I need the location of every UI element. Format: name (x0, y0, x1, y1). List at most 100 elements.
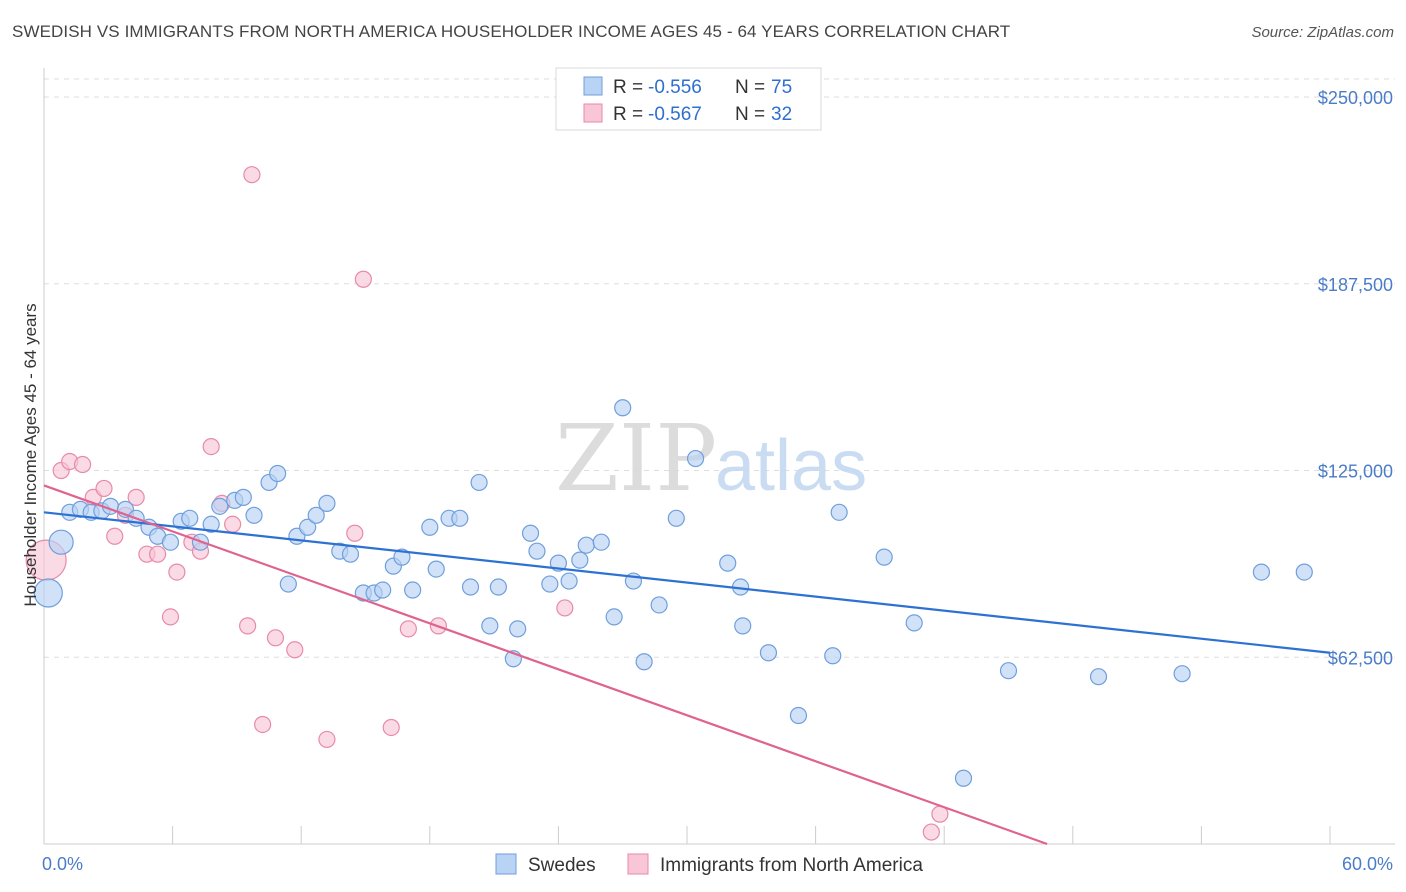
swedes-point (269, 464, 287, 483)
swedes-point (824, 647, 842, 665)
x-tick-label: 0.0% (42, 854, 83, 874)
watermark-atlas: atlas (715, 426, 867, 506)
y-axis-label: Householder Income Ages 45 - 64 years (21, 303, 40, 606)
swedes-point (33, 578, 63, 608)
trend-lines (43, 484, 1331, 846)
swedes-point (202, 515, 220, 533)
x-tick-labels: 0.0% 60.0% (42, 854, 1393, 874)
legend-r-value: -0.556 (648, 77, 702, 98)
swedes-point (571, 551, 589, 569)
swedes-point (592, 533, 610, 551)
bottom-legend-swatch-immigrants (627, 853, 649, 875)
immigrants-point (95, 479, 113, 498)
swedes-point (393, 548, 411, 566)
swedes-trend-line (43, 511, 1331, 654)
immigrants-point (239, 617, 257, 635)
swedes-point (181, 509, 199, 527)
swedes-point (341, 545, 360, 563)
legend-n-label: N = (735, 104, 765, 125)
legend-n-value: 75 (771, 77, 792, 98)
bottom-legend-swatch-swedes (495, 853, 517, 875)
swedes-point (875, 548, 893, 566)
immigrants-point (243, 166, 261, 184)
y-tick-label: $250,000 (1318, 88, 1393, 108)
swedes-point (1252, 563, 1271, 581)
legend-r-label: R = (613, 104, 643, 125)
source-label: Source: ZipAtlas.com (1251, 24, 1394, 41)
immigrants-point (106, 527, 124, 545)
legend-swatch-swedes (583, 76, 603, 96)
immigrants-point (382, 718, 400, 737)
swedes-point (461, 578, 480, 596)
watermark: ZIP atlas (555, 405, 867, 512)
swedes-point (404, 581, 422, 599)
swedes-point (577, 536, 595, 554)
immigrants-point (346, 524, 364, 542)
y-tick-labels: $62,500 $125,000 $187,500 $250,000 (1318, 88, 1393, 668)
immigrants-point (922, 823, 940, 841)
legend-swatch-immigrants (583, 103, 603, 123)
immigrants-point (399, 620, 417, 638)
swedes-point (374, 581, 392, 599)
swedes-point (421, 518, 439, 536)
swedes-point (451, 509, 469, 527)
swedes-point (954, 769, 973, 787)
immigrants-point (254, 715, 272, 734)
swedes-point (279, 575, 297, 593)
immigrants-point (161, 608, 180, 626)
immigrants-point (354, 270, 372, 288)
swedes-point (307, 506, 325, 524)
swedes-point (489, 578, 507, 596)
swedes-point (427, 560, 445, 578)
swedes-point (905, 614, 923, 632)
axes (43, 68, 1395, 845)
swedes-point (528, 542, 546, 560)
swedes-point (830, 503, 848, 521)
swedes-point (635, 653, 653, 671)
immigrants-point (556, 599, 574, 617)
immigrants-point (168, 563, 186, 581)
legend-r-value: -0.567 (648, 104, 702, 125)
swedes-point (234, 488, 252, 506)
bottom-legend-swedes: Swedes (528, 855, 596, 876)
swedes-point (605, 608, 623, 626)
bottom-legend-immigrants: Immigrants from North America (660, 855, 923, 876)
swedes-point (650, 596, 668, 614)
swedes-point (521, 524, 540, 542)
swedes-point (686, 449, 705, 468)
swedes-point (789, 706, 808, 725)
swedes-point (318, 494, 336, 512)
swedes-point (999, 662, 1018, 680)
swedes-point (211, 497, 229, 515)
legend-r-label: R = (613, 77, 643, 98)
legend-n-value: 32 (771, 104, 792, 125)
swedes-point (1173, 665, 1191, 683)
y-tick-label: $125,000 (1318, 462, 1393, 482)
chart-title: SWEDISH VS IMMIGRANTS FROM NORTH AMERICA… (12, 22, 1011, 41)
swedes-point (1089, 668, 1108, 686)
immigrants-point (266, 629, 285, 647)
swedes-point (759, 644, 778, 662)
y-tick-label: $62,500 (1328, 648, 1393, 668)
swedes-point (734, 617, 752, 635)
swedes-point (541, 575, 559, 593)
bottom-legend: Swedes Immigrants from North America (495, 853, 923, 876)
immigrants-point (148, 545, 167, 563)
immigrants-point (286, 641, 304, 659)
swedes-point (719, 554, 737, 572)
swedes-point (1295, 563, 1313, 581)
legend: R = -0.556 N = 75 R = -0.567 N = 32 (555, 67, 822, 131)
grid-lines (44, 78, 1395, 658)
swedes-point (299, 518, 317, 536)
immigrants-point (224, 515, 242, 533)
immigrants-point (73, 455, 92, 474)
legend-n-label: N = (735, 77, 765, 98)
swedes-point (481, 617, 499, 635)
swedes-point (48, 529, 74, 555)
swedes-point (614, 399, 632, 417)
x-tick-label: 60.0% (1342, 854, 1393, 874)
swedes-points (33, 399, 1313, 787)
swedes-point (509, 620, 527, 638)
swedes-point (245, 506, 263, 524)
